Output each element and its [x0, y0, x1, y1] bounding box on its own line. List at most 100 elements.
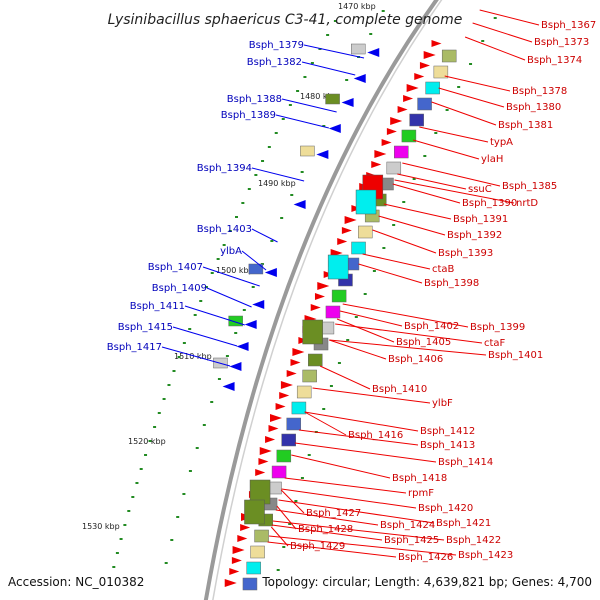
gene-label: Bsph_1407 — [148, 262, 203, 273]
gene-label: Bsph_1373 — [534, 37, 589, 48]
leader-line — [301, 61, 356, 76]
scale-tick — [296, 90, 300, 92]
scale-tick — [195, 447, 199, 449]
cds-red-arrow — [258, 458, 269, 465]
gene-label: Bsph_1378 — [512, 86, 567, 97]
scale-label: 1530 kbp — [82, 522, 120, 531]
gene-label: Bsph_1418 — [392, 473, 447, 484]
gene-label: Bsph_1422 — [446, 535, 501, 546]
cds-red-arrow — [337, 238, 348, 245]
leader-line — [284, 477, 407, 494]
scale-tick — [322, 125, 326, 127]
scale-tick — [222, 244, 226, 246]
cds-blue-arrow — [293, 200, 306, 209]
gene-label: ctaF — [484, 338, 506, 349]
scale-tick — [182, 342, 186, 344]
leader-line — [329, 339, 387, 360]
cds-red-arrow — [423, 51, 436, 59]
cds-red-arrow — [414, 73, 425, 80]
scale-tick — [345, 79, 349, 81]
gene-label: Bsph_1423 — [458, 550, 513, 561]
cds-blue-arrow — [252, 300, 265, 309]
scale-tick — [288, 104, 292, 106]
gene-label: Bsph_1391 — [453, 214, 508, 225]
leader-line — [281, 98, 337, 113]
leader-line — [276, 505, 297, 530]
cds-red-arrow — [275, 403, 286, 410]
leader-line — [251, 228, 278, 243]
genome-summary-text: Topology: circular; Length: 4,639,821 bp… — [261, 575, 592, 589]
leader-line — [397, 173, 467, 190]
scale-tick — [177, 356, 181, 358]
scale-tick — [337, 362, 341, 364]
scale-tick — [235, 216, 239, 218]
label-leaders — [161, 9, 540, 558]
gene-features — [213, 40, 457, 591]
gene-block — [325, 93, 340, 105]
cds-blue-arrow — [328, 124, 341, 133]
scale-tick — [162, 398, 166, 400]
scale-tick — [225, 355, 229, 357]
gene-block — [417, 97, 432, 111]
scale-tick — [204, 286, 208, 288]
scale-tick — [228, 230, 232, 232]
cds-red-arrow — [269, 414, 282, 422]
leader-line — [280, 489, 305, 514]
cds-red-arrow — [341, 227, 352, 234]
leader-line — [304, 411, 419, 432]
cds-red-arrow — [310, 304, 321, 311]
gene-block — [302, 369, 317, 383]
cds-blue-arrow — [316, 150, 329, 159]
gene-block — [358, 225, 373, 239]
accession-text: Accession: NC_010382 — [8, 575, 144, 589]
leader-line — [271, 524, 383, 541]
gene-block — [246, 561, 261, 575]
scale-tick — [188, 470, 192, 472]
gene-label: Bsph_1427 — [306, 508, 361, 519]
scale-tick — [381, 10, 385, 12]
gene-block — [286, 417, 301, 431]
scale-tick — [115, 552, 119, 554]
cds-red-arrow — [265, 436, 276, 443]
scale-tick — [135, 482, 139, 484]
scale-tick — [481, 40, 485, 42]
gene-block — [433, 65, 449, 79]
scale-tick — [423, 155, 427, 157]
leader-line — [278, 499, 435, 524]
leader-line — [392, 183, 461, 204]
cds-red-arrow — [406, 84, 419, 92]
scale-label: 1480 kbp — [300, 92, 338, 101]
scale-tick — [372, 270, 376, 272]
gene-label: ylaH — [481, 154, 503, 165]
gene-block — [276, 449, 292, 463]
scale-tick — [210, 272, 214, 274]
gene-label: Bsph_1413 — [420, 440, 475, 451]
cds-red-arrow — [237, 535, 248, 542]
scale-tick — [172, 370, 176, 372]
leader-line — [206, 287, 252, 308]
gene-label: Bsph_1402 — [404, 321, 459, 332]
leader-line — [383, 203, 452, 220]
gene-block — [441, 49, 457, 63]
gene-block — [300, 145, 315, 157]
leader-line — [161, 346, 231, 367]
gene-label: Bsph_1429 — [290, 541, 345, 552]
gene-label: Bsph_1412 — [420, 426, 475, 437]
leader-line — [444, 75, 511, 92]
scale-tick — [119, 538, 123, 540]
leader-line — [342, 303, 469, 328]
leader-line — [358, 263, 423, 284]
scale-tick — [310, 62, 314, 64]
scale-tick — [402, 201, 406, 203]
cds-blue-arrow — [353, 74, 366, 83]
gene-block — [291, 401, 307, 415]
cds-red-arrow — [240, 524, 251, 531]
gene-block-large — [302, 319, 323, 345]
leader-line — [272, 520, 445, 541]
gene-label: Bsph_1394 — [197, 163, 252, 174]
gene-label: Bsph_1417 — [107, 342, 162, 353]
cds-red-arrow — [279, 392, 290, 399]
scale-tick — [170, 539, 174, 541]
